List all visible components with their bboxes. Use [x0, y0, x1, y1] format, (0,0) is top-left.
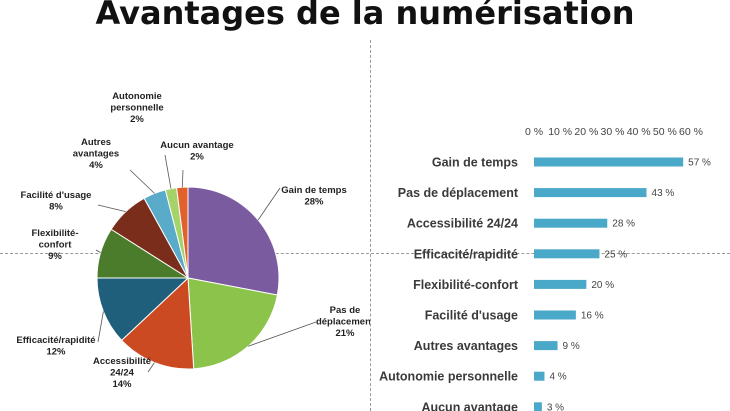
pie-label: 8% — [49, 201, 63, 212]
bar — [534, 371, 545, 381]
pie-label: Autonomie — [112, 91, 162, 102]
bar-category-label: Gain de temps — [432, 156, 518, 170]
pie-label: 28% — [304, 196, 324, 207]
pie-label: confort — [39, 240, 73, 251]
pie-label: Facilité d'usage — [21, 190, 92, 201]
pie-label: Pas de — [330, 305, 361, 316]
bar-category-label: Autonomie personnelle — [379, 370, 518, 384]
pie-label: 21% — [335, 328, 355, 339]
bar-value-label: 9 % — [563, 341, 580, 352]
bar-value-label: 25 % — [604, 249, 627, 260]
pie-label: 2% — [190, 151, 204, 162]
pie-label: personnelle — [110, 103, 163, 114]
bar-value-label: 3 % — [547, 402, 564, 411]
bar — [534, 310, 576, 320]
bar-category-label: Efficacité/rapidité — [414, 247, 518, 261]
bar — [534, 402, 542, 411]
x-tick-label: 50 % — [653, 126, 677, 138]
pie-label: 14% — [112, 379, 132, 390]
pie-leader-line — [248, 321, 317, 347]
bar — [534, 279, 587, 289]
pie-label: 4% — [89, 160, 103, 171]
x-tick-label: 30 % — [601, 126, 625, 138]
bar-value-label: 43 % — [652, 188, 675, 199]
bar-value-label: 4 % — [549, 372, 566, 383]
x-tick-label: 40 % — [627, 126, 651, 138]
pie-leader-line — [181, 169, 184, 188]
pie-slice — [176, 186, 189, 279]
pie-leader-line — [97, 204, 126, 213]
pie-slice — [187, 277, 278, 370]
pie-leader-line — [257, 187, 281, 221]
bar-category-label: Pas de déplacement — [398, 186, 519, 200]
pie-slice — [120, 276, 195, 370]
bar-category-label: Aucun avantage — [421, 400, 518, 411]
bar-category-label: Facilité d'usage — [425, 309, 518, 323]
pie-slice — [96, 277, 190, 341]
bar — [534, 341, 558, 351]
pie-label: Aucun avantage — [160, 140, 233, 151]
pie-slice — [187, 186, 280, 296]
pie-leader-line — [95, 249, 101, 253]
horizontal-divider — [0, 253, 730, 254]
bar — [534, 188, 647, 198]
bar-value-label: 16 % — [581, 311, 604, 322]
bar-category-label: Flexibilité-confort — [413, 278, 519, 292]
pie-label: Efficacité/rapidité — [16, 335, 95, 346]
pie-leader-line — [129, 169, 155, 194]
pie-label: avantages — [73, 149, 119, 160]
pie-label: Gain de temps — [281, 185, 346, 196]
pie-leader-line — [97, 311, 104, 343]
pie-label: 24/24 — [110, 368, 134, 379]
pie-label: 12% — [46, 346, 66, 357]
pie-label: Autres — [81, 137, 111, 148]
x-tick-label: 60 % — [679, 126, 703, 138]
pie-label: Flexibilité- — [32, 228, 79, 239]
bar — [534, 157, 684, 167]
pie-label: 2% — [130, 114, 144, 125]
pie-leader-line — [164, 154, 172, 189]
x-tick-label: 0 % — [525, 126, 543, 138]
pie-label: déplacement — [316, 317, 370, 328]
bar-value-label: 57 % — [688, 158, 711, 169]
page-title: Avantages de la numérisation — [95, 0, 635, 32]
bar-value-label: 28 % — [612, 219, 635, 230]
x-tick-label: 10 % — [548, 126, 572, 138]
bar — [534, 218, 608, 228]
vertical-divider — [370, 40, 371, 411]
bar-category-label: Autres avantages — [414, 339, 518, 353]
x-tick-label: 20 % — [574, 126, 598, 138]
bar-category-label: Accessibilité 24/24 — [407, 217, 518, 231]
pie-label: 9% — [48, 251, 62, 262]
pie-leader-line — [147, 362, 155, 373]
pie-label: Accessibilité — [93, 356, 151, 367]
bar-value-label: 20 % — [591, 280, 614, 291]
